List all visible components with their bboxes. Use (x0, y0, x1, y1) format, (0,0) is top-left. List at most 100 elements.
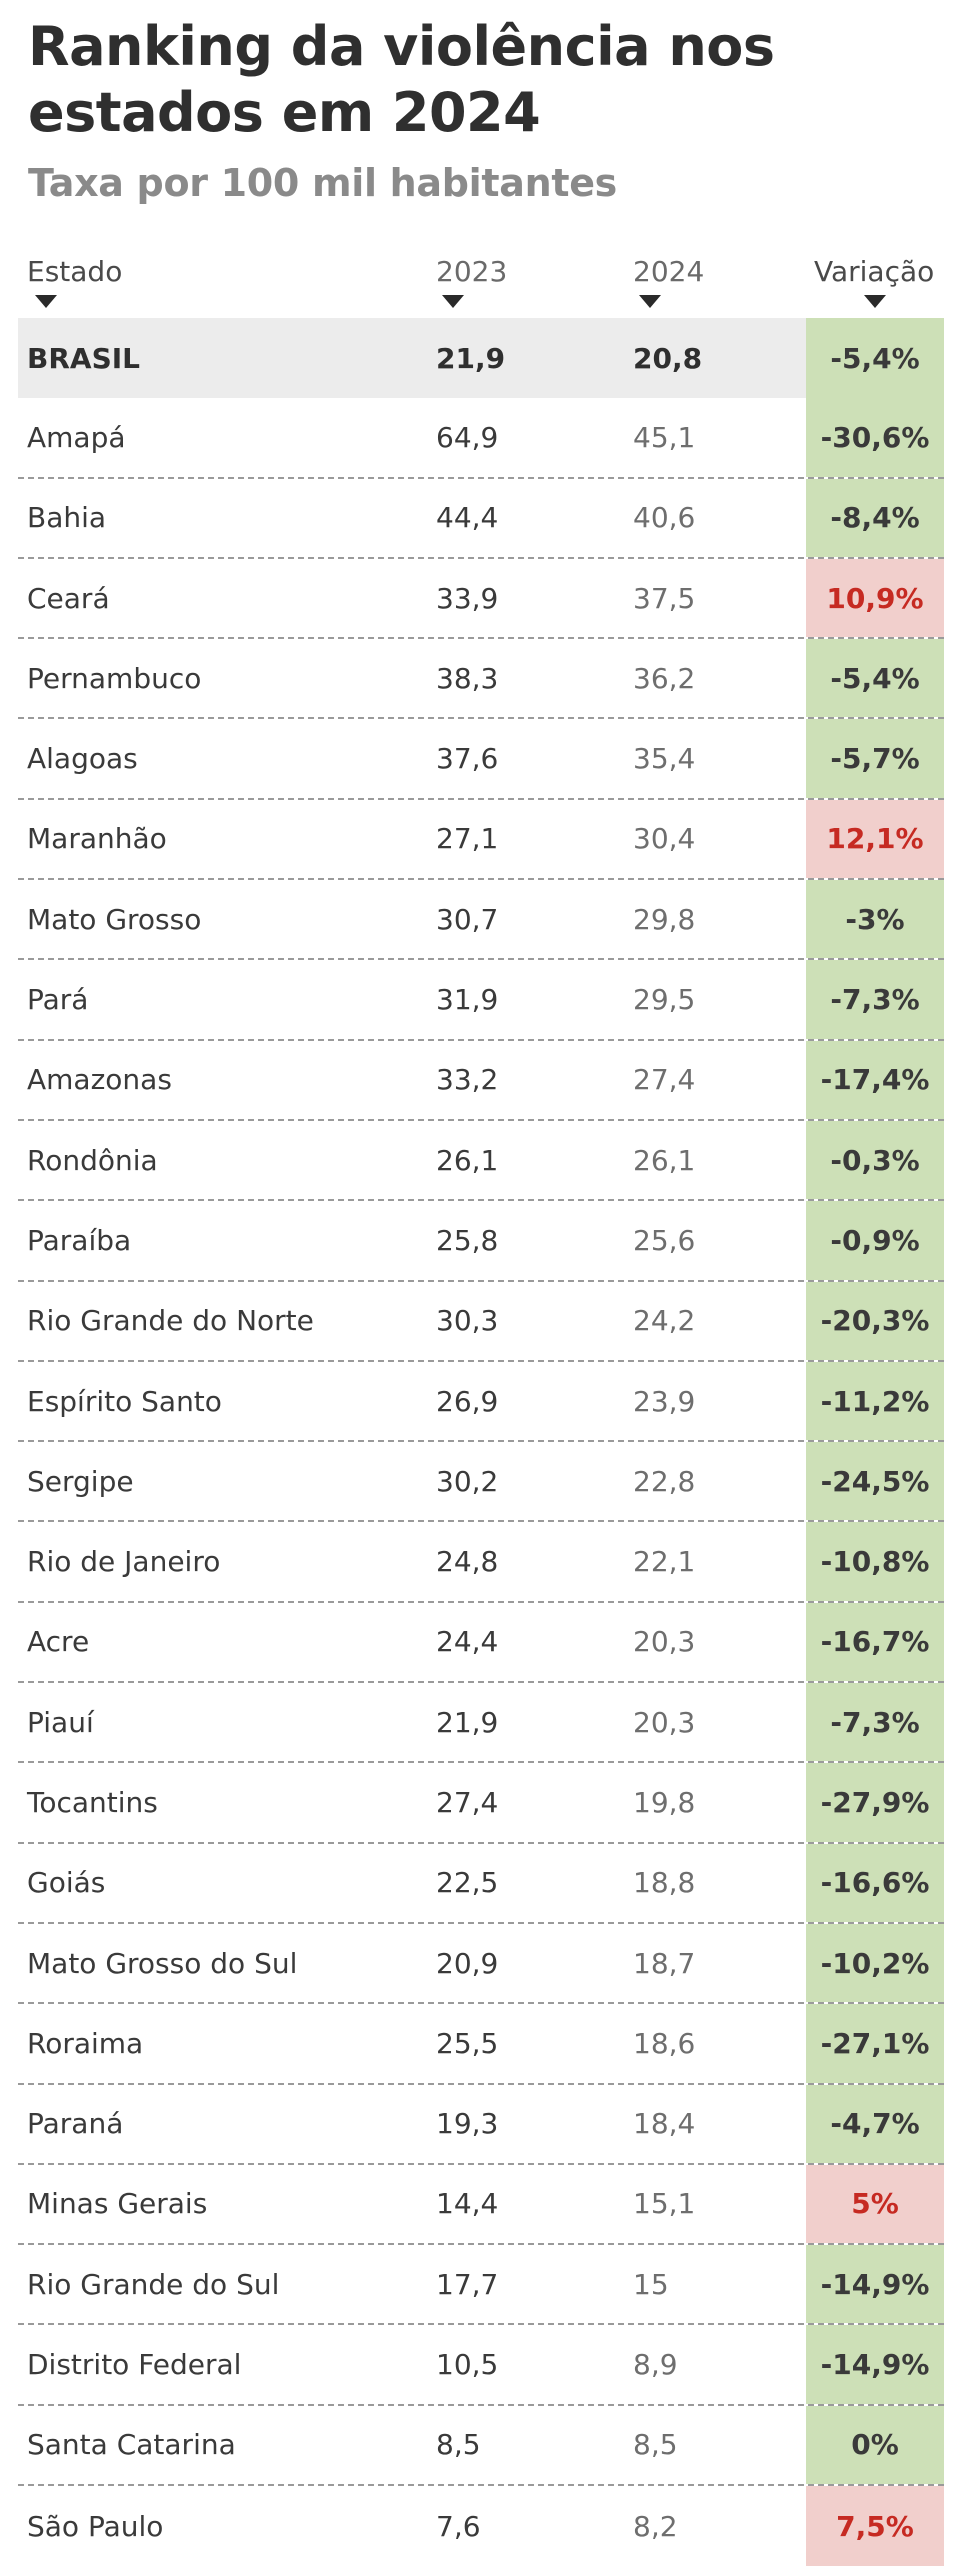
column-header-2023-label: 2023 (436, 255, 508, 288)
rate-2024: 20,3 (633, 1705, 696, 1739)
rate-2023: 19,3 (436, 2107, 499, 2141)
rate-2024: 26,1 (633, 1143, 696, 1177)
rate-2024: 35,4 (633, 742, 696, 776)
column-header-2024-label: 2024 (633, 255, 705, 288)
sort-arrow-down-icon[interactable] (864, 295, 886, 308)
rate-2023: 21,9 (436, 341, 506, 375)
table-row: Rio Grande do Sul 17,7 15 -14,9% (18, 2245, 944, 2326)
table-row: Rio Grande do Norte 30,3 24,2 -20,3% (18, 1281, 944, 1362)
state-name: Mato Grosso do Sul (27, 1946, 298, 1980)
rate-2024: 24,2 (633, 1304, 696, 1338)
rate-2023: 33,9 (436, 581, 499, 615)
variation-value: -16,7% (806, 1602, 944, 1682)
rate-2023: 22,5 (436, 1866, 499, 1900)
rate-2023: 25,5 (436, 2026, 499, 2060)
rate-2024: 29,8 (633, 902, 696, 936)
table-row: Mato Grosso do Sul 20,9 18,7 -10,2% (18, 1923, 944, 2005)
state-name: Roraima (27, 2026, 144, 2060)
state-name: Sergipe (27, 1464, 134, 1498)
rate-2024: 29,5 (633, 983, 696, 1017)
rate-2023: 17,7 (436, 2267, 499, 2301)
state-name: São Paulo (27, 2509, 164, 2543)
table-row: Paraná 19,3 18,4 -4,7% (18, 2084, 944, 2165)
variation-value: -16,6% (806, 1843, 944, 1922)
rate-2024: 37,5 (633, 581, 696, 615)
rate-2024: 45,1 (633, 420, 696, 454)
state-name: Tocantins (27, 1785, 158, 1819)
state-name: Rio Grande do Norte (27, 1304, 314, 1338)
rate-2024: 25,6 (633, 1223, 696, 1257)
table-row: Minas Gerais 14,4 15,1 5% (18, 2164, 944, 2246)
rate-2023: 10,5 (436, 2348, 499, 2382)
rate-2024: 18,7 (633, 1946, 696, 1980)
rate-2023: 38,3 (436, 661, 499, 695)
rate-2023: 8,5 (436, 2428, 481, 2462)
rate-2023: 64,9 (436, 420, 499, 454)
rate-2023: 24,8 (436, 1545, 499, 1579)
table-row: Mato Grosso 30,7 29,8 -3% (18, 880, 944, 961)
sort-arrow-down-icon[interactable] (35, 295, 57, 308)
rate-2023: 25,8 (436, 1223, 499, 1257)
variation-value: -17,4% (806, 1040, 944, 1119)
table-row: Maranhão 27,1 30,4 12,1% (18, 799, 944, 881)
state-name: Amazonas (27, 1063, 172, 1097)
rate-2024: 15 (633, 2267, 669, 2301)
variation-value: 10,9% (806, 558, 944, 638)
page-title: Ranking da violência nos estados em 2024 (28, 15, 775, 144)
rate-2023: 37,6 (436, 742, 499, 776)
table-row: Ceará 33,9 37,5 10,9% (18, 558, 944, 640)
rate-2023: 30,7 (436, 902, 499, 936)
rate-2024: 36,2 (633, 661, 696, 695)
table-row: Roraima 25,5 18,6 -27,1% (18, 2004, 944, 2085)
table-row: Rio de Janeiro 24,8 22,1 -10,8% (18, 1522, 944, 1603)
variation-value: -3% (806, 880, 944, 959)
state-name: Alagoas (27, 742, 138, 776)
table-row: Goiás 22,5 18,8 -16,6% (18, 1843, 944, 1924)
table-row: Amapá 64,9 45,1 -30,6% (18, 398, 944, 479)
rate-2023: 7,6 (436, 2509, 481, 2543)
rate-2024: 22,1 (633, 1545, 696, 1579)
column-header-state[interactable]: Estado (27, 255, 123, 308)
rate-2023: 27,4 (436, 1785, 499, 1819)
state-name: Paraíba (27, 1223, 132, 1257)
variation-value: -7,3% (806, 1683, 944, 1762)
state-name: Minas Gerais (27, 2187, 208, 2221)
state-name: Rio Grande do Sul (27, 2267, 280, 2301)
state-name: Maranhão (27, 822, 167, 856)
column-header-variation[interactable]: Variação (814, 255, 934, 308)
variation-value: -11,2% (806, 1361, 944, 1441)
rate-2023: 44,4 (436, 501, 499, 535)
rate-2024: 20,8 (633, 341, 703, 375)
state-name: Rio de Janeiro (27, 1545, 221, 1579)
rate-2024: 27,4 (633, 1063, 696, 1097)
variation-value: -0,3% (806, 1120, 944, 1200)
table-row: Paraíba 25,8 25,6 -0,9% (18, 1201, 944, 1282)
variation-value: -4,7% (806, 2084, 944, 2163)
sort-arrow-down-icon[interactable] (442, 295, 464, 308)
sort-arrow-down-icon[interactable] (639, 295, 661, 308)
variation-value: -27,1% (806, 2004, 944, 2083)
rate-2024: 8,5 (633, 2428, 678, 2462)
variation-value: -30,6% (806, 398, 944, 477)
column-header-state-label: Estado (27, 255, 123, 288)
rate-2024: 15,1 (633, 2187, 696, 2221)
rate-2023: 24,4 (436, 1625, 499, 1659)
rate-2023: 21,9 (436, 1705, 499, 1739)
rate-2024: 20,3 (633, 1625, 696, 1659)
state-name: Acre (27, 1625, 90, 1659)
table-row: Espírito Santo 26,9 23,9 -11,2% (18, 1361, 944, 1443)
table-header: Estado 2023 2024 Variação (0, 255, 963, 317)
variation-value: -20,3% (806, 1281, 944, 1360)
state-name: Mato Grosso (27, 902, 202, 936)
table-row: Piauí 21,9 20,3 -7,3% (18, 1683, 944, 1764)
rate-2024: 19,8 (633, 1785, 696, 1819)
variation-value: -5,4% (806, 639, 944, 718)
variation-value: 5% (806, 2164, 944, 2244)
state-name: Amapá (27, 420, 126, 454)
rate-2023: 33,2 (436, 1063, 499, 1097)
column-header-2023[interactable]: 2023 (436, 255, 508, 308)
table-row: Bahia 44,4 40,6 -8,4% (18, 478, 944, 559)
table-row: São Paulo 7,6 8,2 7,5% (18, 2486, 944, 2566)
state-name: Distrito Federal (27, 2348, 242, 2382)
column-header-2024[interactable]: 2024 (633, 255, 705, 308)
